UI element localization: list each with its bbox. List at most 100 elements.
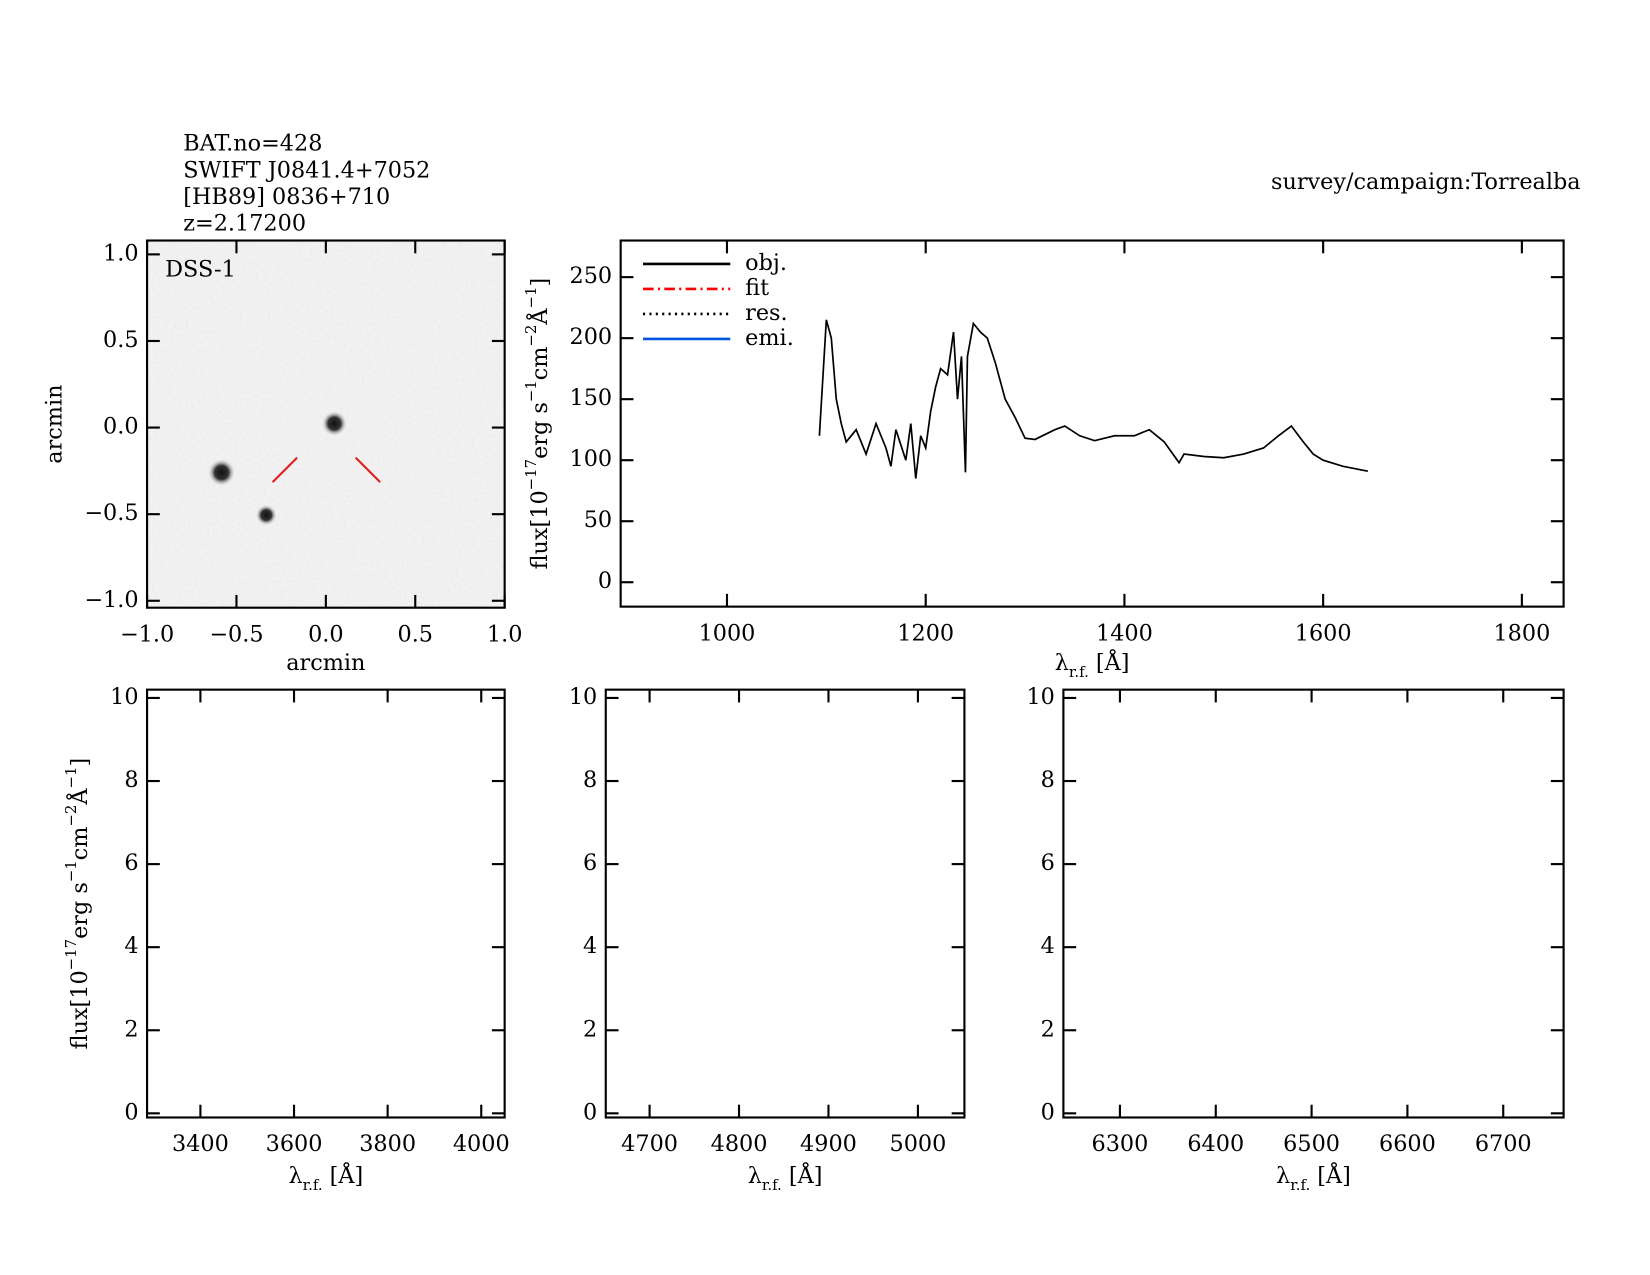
label-part: ] <box>67 758 93 767</box>
x-tick-label: 3400 <box>172 1131 229 1157</box>
x-tick-label: 6600 <box>1379 1131 1436 1157</box>
y-axis-label: arcmin <box>42 385 68 464</box>
x-tick-label: 3800 <box>359 1131 416 1157</box>
y-tick-label: 4 <box>583 933 597 959</box>
header-line: BAT.no=428 <box>183 131 322 157</box>
x-tick-label: 6500 <box>1283 1131 1340 1157</box>
x-tick-label: 6400 <box>1187 1131 1244 1157</box>
y-tick-label: 6 <box>1041 850 1055 876</box>
label-part: −2 <box>62 805 80 827</box>
label-part: λ <box>1055 650 1069 676</box>
label-part: Å <box>65 788 93 806</box>
label-part: −1 <box>522 287 540 309</box>
y-tick-label: 8 <box>1041 767 1055 793</box>
label-part: −17 <box>62 939 80 970</box>
y-axis-label: flux[10−17erg s−1cm−2Å−1] <box>522 278 553 569</box>
label-part: λ <box>748 1163 762 1189</box>
image-label: DSS-1 <box>165 256 236 282</box>
y-tick-label: 0 <box>124 1099 138 1125</box>
survey-label: survey/campaign:Torrealba <box>1271 169 1581 195</box>
y-tick-label: 0 <box>1041 1099 1055 1125</box>
x-tick-label: 4700 <box>621 1131 678 1157</box>
y-tick-label: 2 <box>1041 1016 1055 1042</box>
plot-frame <box>619 239 1565 608</box>
label-part: [Å] <box>1310 1161 1351 1189</box>
y-tick-label: 2 <box>583 1016 597 1042</box>
label-part: −1 <box>62 860 80 882</box>
x-tick-label: 6700 <box>1475 1131 1532 1157</box>
x-tick-label: 1200 <box>897 620 954 646</box>
x-tick-label: −0.5 <box>209 621 263 647</box>
star <box>207 458 236 487</box>
y-tick-label: 4 <box>124 933 138 959</box>
y-tick-label: 4 <box>1041 933 1055 959</box>
x-tick-label: 1600 <box>1295 620 1352 646</box>
label-part: erg s <box>527 402 553 459</box>
label-part: arcmin <box>42 385 68 464</box>
dss-image <box>147 240 505 608</box>
label-part: cm <box>527 347 553 381</box>
x-axis-label: λr.f. [Å] <box>1276 1161 1351 1194</box>
label-part: −2 <box>522 325 540 347</box>
marker <box>271 456 298 483</box>
y-tick-label: 10 <box>569 684 597 710</box>
label-part: −1 <box>522 380 540 402</box>
label-part: [Å] <box>782 1161 823 1189</box>
label-part: cm <box>67 827 93 861</box>
y-tick-label: 8 <box>583 767 597 793</box>
x-tick-label: −1.0 <box>120 621 174 647</box>
plot-frame <box>604 688 966 1119</box>
x-tick-label: 1000 <box>699 620 756 646</box>
label-part: erg s <box>67 882 93 939</box>
x-axis-label: arcmin <box>286 650 365 676</box>
y-tick-label: 250 <box>570 263 613 289</box>
x-tick-label: 4000 <box>453 1131 510 1157</box>
legend-label: obj. <box>745 250 787 276</box>
x-tick-label: 3600 <box>266 1131 323 1157</box>
label-part: arcmin <box>286 650 365 676</box>
plot-frame <box>1062 688 1565 1119</box>
legend-label: fit <box>745 275 769 301</box>
header-line: z=2.17200 <box>183 211 306 237</box>
x-axis-label: λr.f. [Å] <box>288 1161 363 1194</box>
label-part: r.f. <box>1290 1176 1310 1194</box>
x-tick-label: 0.5 <box>397 621 433 647</box>
y-tick-label: 8 <box>124 767 138 793</box>
y-tick-label: −0.5 <box>84 500 138 526</box>
label-part: flux[10 <box>67 970 93 1049</box>
label-part: r.f. <box>1069 663 1089 681</box>
legend-label: res. <box>745 300 787 326</box>
label-part: −1 <box>62 767 80 789</box>
label-part: flux[10 <box>527 490 553 569</box>
header-line: [HB89] 0836+710 <box>183 184 390 210</box>
y-tick-label: 6 <box>583 850 597 876</box>
legend-label: emi. <box>745 325 794 351</box>
y-axis-label: flux[10−17erg s−1cm−2Å−1] <box>62 758 93 1050</box>
y-tick-label: 2 <box>124 1016 138 1042</box>
x-tick-label: 4900 <box>800 1131 857 1157</box>
y-tick-label: −1.0 <box>84 587 138 613</box>
y-tick-label: 0 <box>598 568 612 594</box>
label-part: ] <box>527 278 553 287</box>
y-tick-label: 100 <box>570 446 613 472</box>
plot-frame <box>145 688 506 1119</box>
y-tick-label: 10 <box>1026 684 1054 710</box>
header-line: SWIFT J0841.4+7052 <box>183 157 430 183</box>
label-part: λ <box>288 1163 302 1189</box>
y-tick-label: 1.0 <box>103 240 139 266</box>
label-part: [Å] <box>1089 648 1130 676</box>
label-part: λ <box>1276 1163 1290 1189</box>
y-tick-label: 10 <box>110 684 138 710</box>
y-tick-label: 0 <box>583 1099 597 1125</box>
y-tick-label: 0.0 <box>103 414 139 440</box>
x-tick-label: 4800 <box>711 1131 768 1157</box>
x-tick-label: 1800 <box>1493 620 1550 646</box>
y-tick-label: 50 <box>584 507 612 533</box>
x-axis-label: λr.f. [Å] <box>1055 648 1130 681</box>
y-tick-label: 6 <box>124 850 138 876</box>
x-tick-label: 1.0 <box>487 621 523 647</box>
star <box>255 504 277 526</box>
y-tick-label: 0.5 <box>103 327 139 353</box>
x-tick-label: 1400 <box>1096 620 1153 646</box>
